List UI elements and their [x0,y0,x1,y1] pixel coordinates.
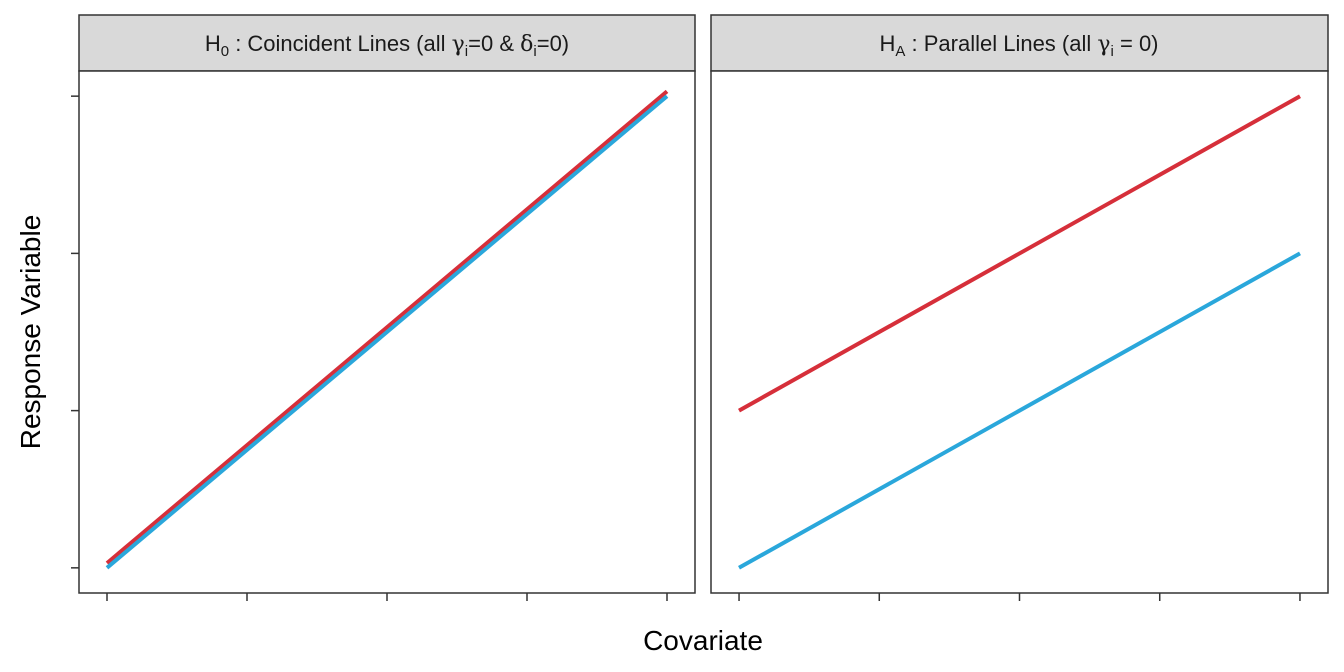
panel-1-strip [78,14,696,72]
y-axis-title: Response Variable [15,215,46,450]
panel-2-strip [710,14,1329,72]
panel-2-series-2-line [738,251,1301,570]
panel-1-title: H0 : Coincident Lines (all γi=0 & δi=0) [205,31,569,60]
panel-2-title: HA : Parallel Lines (all γi = 0) [879,31,1158,60]
panel-1-series-2-line [105,94,669,570]
panel-1-series-1-line [105,89,669,565]
panel-2-plot-area [710,70,1329,594]
panel-1-lines [105,89,669,570]
panel-2: HA : Parallel Lines (all γi = 0) [710,14,1329,594]
panel-2-lines [738,94,1301,570]
axis-ticks [71,95,1301,601]
panel-1: H0 : Coincident Lines (all γi=0 & δi=0) [78,14,696,594]
x-axis-title: Covariate [643,625,763,656]
panel-2-series-1-line [738,94,1301,413]
